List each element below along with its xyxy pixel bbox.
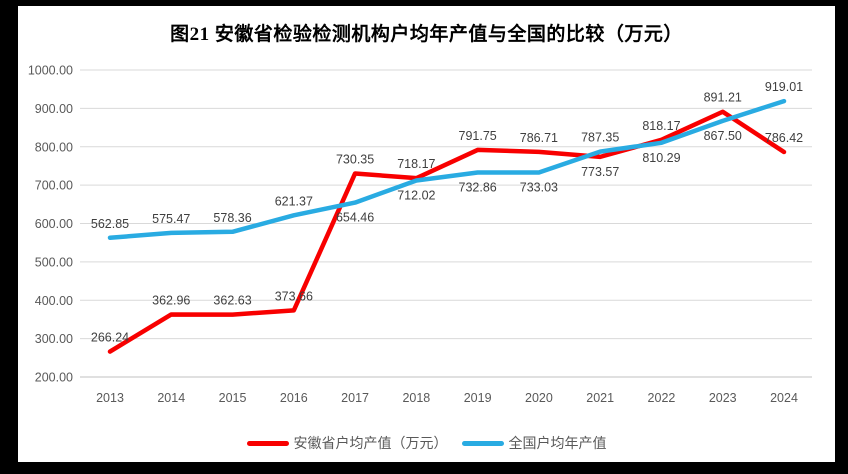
- data-label-series0: 786.42: [765, 131, 803, 145]
- data-label-series0: 362.63: [213, 294, 251, 308]
- data-label-series1: 867.50: [704, 129, 742, 143]
- data-label-series0: 891.21: [704, 91, 742, 105]
- data-label-series1: 575.47: [152, 212, 190, 226]
- data-label-series0: 718.17: [397, 157, 435, 171]
- data-label-series0: 818.17: [642, 119, 680, 133]
- legend-item-0: 安徽省户均产值（万元）: [246, 433, 448, 453]
- x-tick-label: 2017: [341, 391, 369, 405]
- data-label-series1: 654.46: [336, 211, 374, 225]
- x-tick-label: 2021: [586, 391, 614, 405]
- data-label-series0: 791.75: [459, 129, 497, 143]
- y-tick-label: 900.00: [35, 102, 73, 116]
- data-label-series1: 787.35: [581, 131, 619, 145]
- legend-line-swatch-icon: [246, 440, 289, 446]
- legend-line-swatch-icon: [461, 440, 504, 446]
- data-label-series0: 786.71: [520, 131, 558, 145]
- chart-page: 图21 安徽省检验检测机构户均年产值与全国的比较（万元） 1000.00 900.…: [18, 6, 835, 462]
- data-label-series0: 730.35: [336, 152, 374, 166]
- data-label-series0: 373.66: [275, 289, 313, 303]
- x-tick-label: 2013: [96, 391, 124, 405]
- data-label-series1: 621.37: [275, 194, 313, 208]
- series-line-0: [107, 109, 787, 354]
- line-chart: 1000.00 900.00 800.00 700.00 600.00 500.00 400…: [28, 64, 812, 405]
- chart-legend: 安徽省户均产值（万元） 全国户均年产值: [18, 433, 835, 453]
- x-tick-label: 2016: [280, 391, 308, 405]
- x-tick-label: 2023: [709, 391, 737, 405]
- y-tick-label: 800.00: [35, 140, 73, 154]
- data-label-series1: 919.01: [765, 80, 803, 94]
- y-tick-label: 400.00: [35, 294, 73, 308]
- data-label-series1: 810.29: [642, 151, 680, 165]
- data-label-series1: 712.02: [397, 189, 435, 203]
- y-tick-label: 700.00: [35, 179, 73, 193]
- legend-label: 全国户均年产值: [508, 435, 607, 451]
- x-tick-label: 2024: [770, 391, 798, 405]
- x-tick-label: 2020: [525, 391, 553, 405]
- data-label-series0: 266.24: [91, 331, 129, 345]
- x-tick-label: 2015: [219, 391, 247, 405]
- y-tick-label: 300.00: [35, 332, 73, 346]
- series-line-1: [107, 98, 787, 241]
- chart-title: 图21 安徽省检验检测机构户均年产值与全国的比较（万元）: [170, 24, 683, 45]
- x-tick-label: 2014: [157, 391, 185, 405]
- y-tick-label: 200.00: [35, 371, 73, 385]
- x-tick-label: 2022: [648, 391, 676, 405]
- data-label-series1: 562.85: [91, 217, 129, 231]
- y-tick-label: 1000.00: [28, 64, 73, 78]
- legend-item-1: 全国户均年产值: [461, 433, 607, 453]
- data-label-series1: 732.86: [459, 181, 497, 195]
- y-tick-label: 500.00: [35, 255, 73, 269]
- legend-label: 安徽省户均产值（万元）: [293, 435, 448, 451]
- x-tick-label: 2018: [402, 391, 430, 405]
- data-label-series1: 733.03: [520, 180, 558, 194]
- data-label-series0: 362.96: [152, 293, 190, 307]
- y-tick-label: 600.00: [35, 217, 73, 231]
- data-label-series0: 773.57: [581, 165, 619, 179]
- data-label-series1: 578.36: [213, 211, 251, 225]
- x-tick-label: 2019: [464, 391, 492, 405]
